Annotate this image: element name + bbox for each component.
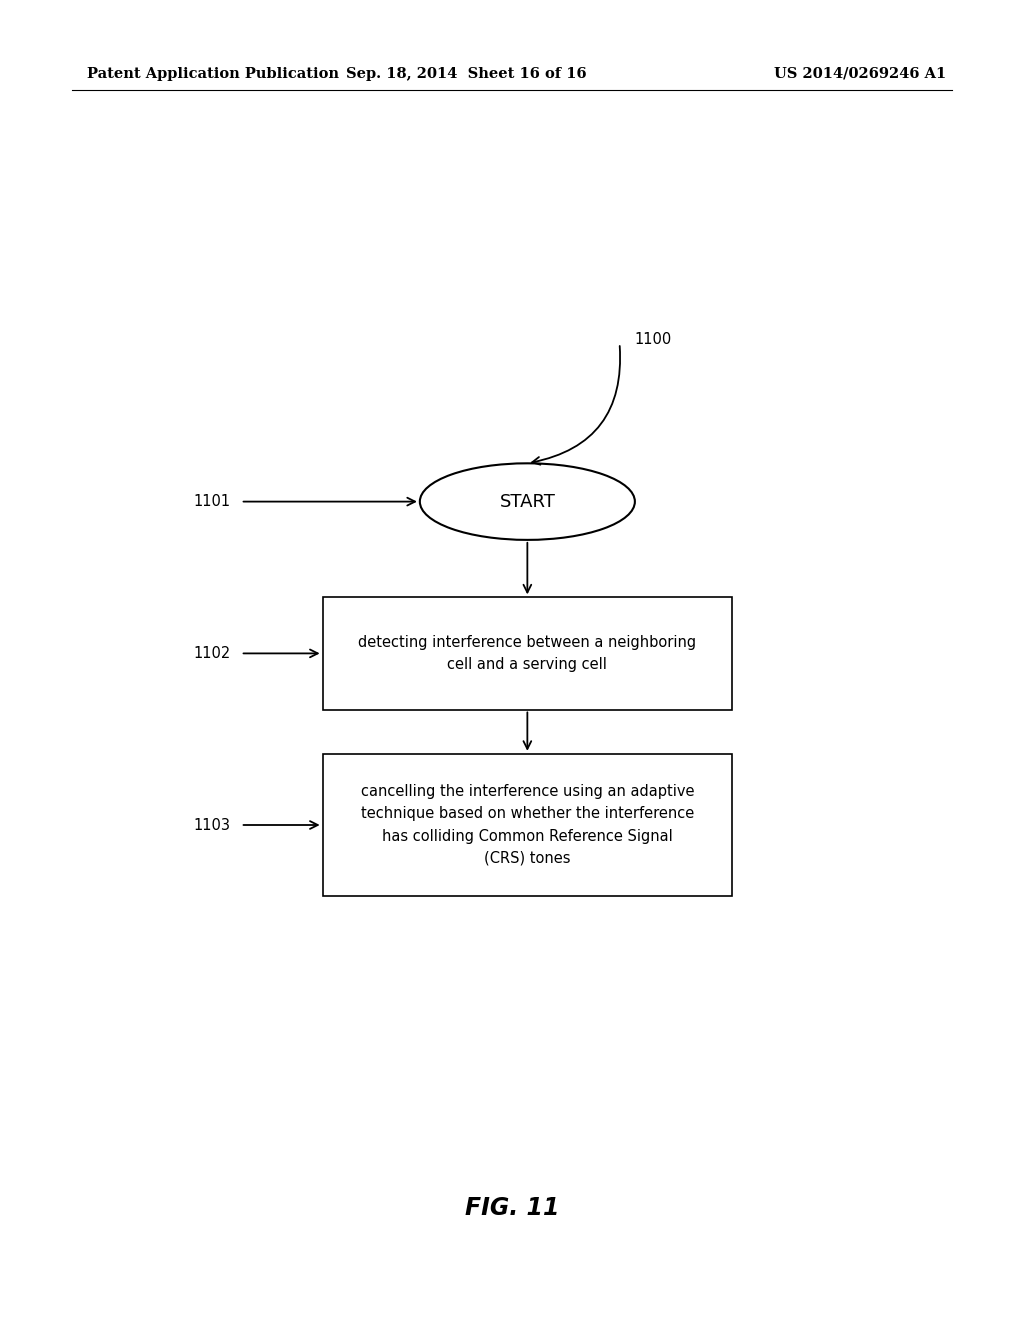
Text: US 2014/0269246 A1: US 2014/0269246 A1 (774, 67, 946, 81)
Text: 1101: 1101 (194, 494, 230, 510)
Text: cancelling the interference using an adaptive
technique based on whether the int: cancelling the interference using an ada… (360, 784, 694, 866)
Text: Sep. 18, 2014  Sheet 16 of 16: Sep. 18, 2014 Sheet 16 of 16 (346, 67, 586, 81)
Text: 1103: 1103 (194, 817, 230, 833)
Text: START: START (500, 492, 555, 511)
Text: detecting interference between a neighboring
cell and a serving cell: detecting interference between a neighbo… (358, 635, 696, 672)
Text: FIG. 11: FIG. 11 (465, 1196, 559, 1220)
Text: 1100: 1100 (635, 331, 672, 347)
Text: 1102: 1102 (194, 645, 230, 661)
Text: Patent Application Publication: Patent Application Publication (87, 67, 339, 81)
